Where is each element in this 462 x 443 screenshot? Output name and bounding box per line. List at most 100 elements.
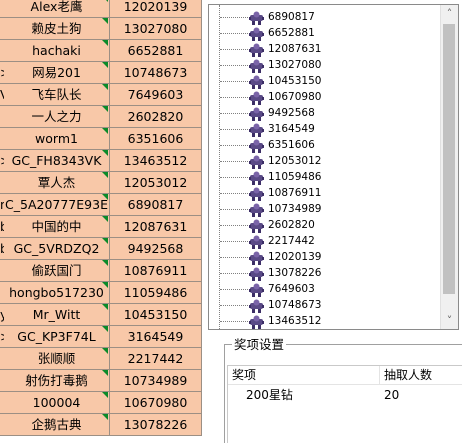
sheet-cell-name[interactable]: 一人之力	[4, 106, 110, 128]
sheet-cell-name[interactable]: hongbo517230	[4, 282, 110, 304]
user-icon	[249, 26, 264, 41]
sheet-cell-name[interactable]: C_5A20777E93E	[4, 194, 110, 216]
sheet-cell-name[interactable]: 100004	[4, 392, 110, 414]
user-icon	[249, 314, 264, 329]
sheet-cell-name[interactable]: hachaki	[4, 40, 110, 62]
comment-marker-icon	[102, 282, 108, 288]
comment-marker-icon	[102, 128, 108, 134]
sheet-cell-id[interactable]: 10876911	[110, 260, 202, 282]
tree-item[interactable]: 10453150	[209, 73, 441, 89]
sheet-row: Alex老鹰 12020139	[0, 0, 202, 18]
sheet-cell-id[interactable]: 12053012	[110, 172, 202, 194]
tree-item[interactable]: 13463512	[209, 313, 441, 329]
tree-item[interactable]: 12020139	[209, 249, 441, 265]
sheet-cell-id[interactable]: 3164549	[110, 326, 202, 348]
tree-item[interactable]: 9492568	[209, 105, 441, 121]
tree-item[interactable]: 7649603	[209, 281, 441, 297]
sheet-cell-id[interactable]: 11059486	[110, 282, 202, 304]
tree-item[interactable]: 10670980	[209, 89, 441, 105]
sheet-cell-name[interactable]: GC_KP3F74L	[4, 326, 110, 348]
sheet-cell-name[interactable]: 企鹅古典	[4, 414, 110, 436]
prize-listview[interactable]: 奖项 抽取人数 200星钻 20	[227, 365, 462, 443]
sheet-cell-id[interactable]: 13027080	[110, 18, 202, 40]
sheet-cell-id[interactable]: 2602820	[110, 106, 202, 128]
sheet-row: 100004 10670980	[0, 392, 202, 414]
tree-item-label: 13027080	[268, 59, 322, 71]
sheet-cell-name[interactable]: 网易201	[4, 62, 110, 84]
sheet-row: hongbo517230 11059486	[0, 282, 202, 304]
sheet-cell-name[interactable]: 中国的中	[4, 216, 110, 238]
tree-branch-line	[220, 113, 250, 114]
tree-item-label: 12020139	[268, 251, 322, 263]
sheet-row: 射伤打毒鹅 10734989	[0, 370, 202, 392]
tree-item[interactable]: 2602820	[209, 217, 441, 233]
sheet-cell-id[interactable]: 10748673	[110, 62, 202, 84]
tree-branch-line	[220, 209, 250, 210]
sheet-cell-id[interactable]: 6652881	[110, 40, 202, 62]
sheet-cell-name[interactable]: 飞车队长	[4, 84, 110, 106]
sheet-cell-id[interactable]: 10734989	[110, 370, 202, 392]
sheet-cell-id[interactable]: 12087631	[110, 216, 202, 238]
sheet-cell-id[interactable]: 6351606	[110, 128, 202, 150]
prize-row[interactable]: 200星钻 20	[228, 386, 462, 404]
sheet-cell-id[interactable]: 2217442	[110, 348, 202, 370]
tree-item[interactable]: 12087631	[209, 41, 441, 57]
comment-marker-icon	[102, 0, 108, 2]
comment-marker-icon	[102, 238, 108, 244]
sheet-cell-name[interactable]: worm1	[4, 128, 110, 150]
sheet-cell-id[interactable]: 6890817	[110, 194, 202, 216]
tree-item[interactable]: 11059486	[209, 169, 441, 185]
sheet-cell-id[interactable]: 7649603	[110, 84, 202, 106]
sheet-cell-name[interactable]: 偷跃国门	[4, 260, 110, 282]
tree-item[interactable]: 13027080	[209, 57, 441, 73]
user-icon	[249, 10, 264, 25]
tree-branch-line	[220, 81, 250, 82]
sheet-cell-name[interactable]: Alex老鹰	[4, 0, 110, 18]
sheet-cell-name[interactable]: GC_FH8343VK	[4, 150, 110, 172]
sheet-cell-id[interactable]: 13463512	[110, 150, 202, 172]
scroll-up-arrow-icon[interactable]: ˄	[446, 7, 453, 20]
sheet-cell-id[interactable]: 12020139	[110, 0, 202, 18]
sheet-row: 覃人杰 12053012	[0, 172, 202, 194]
comment-marker-icon	[102, 62, 108, 68]
user-icon	[249, 122, 264, 137]
sheet-cell-name[interactable]: Mr_Witt	[4, 304, 110, 326]
sheet-cell-name[interactable]: 张顺顺	[4, 348, 110, 370]
tree-item[interactable]: 10876911	[209, 185, 441, 201]
vertical-scrollbar[interactable]: ˄ ˅	[440, 5, 458, 329]
column-header-count[interactable]: 抽取人数	[380, 366, 462, 384]
sheet-cell-name[interactable]: 覃人杰	[4, 172, 110, 194]
scroll-down-arrow-icon[interactable]: ˅	[446, 314, 453, 327]
scrollbar-thumb[interactable]	[443, 24, 455, 294]
tree-item-label: 12053012	[268, 155, 322, 167]
tree-item-label: 7649603	[268, 283, 315, 295]
sheet-cell-name[interactable]: GC_5VRDZQ2	[4, 238, 110, 260]
tree-item[interactable]: 12053012	[209, 153, 441, 169]
comment-marker-icon	[102, 304, 108, 310]
tree-item[interactable]: 6890817	[209, 9, 441, 25]
comment-marker-icon	[102, 260, 108, 266]
tree-item-label: 10876911	[268, 187, 322, 199]
tree-item[interactable]: 13078226	[209, 265, 441, 281]
sheet-row: 企鹅古典 13078226	[0, 414, 202, 436]
sheet-cell-name[interactable]: 赖皮土狗	[4, 18, 110, 40]
sheet-cell-name[interactable]: 射伤打毒鹅	[4, 370, 110, 392]
column-header-prize[interactable]: 奖项	[228, 366, 380, 384]
comment-marker-icon	[102, 106, 108, 112]
tree-connector-line	[219, 5, 220, 329]
sheet-cell-id[interactable]: 10670980	[110, 392, 202, 414]
sheet-cell-id[interactable]: 9492568	[110, 238, 202, 260]
tree-item[interactable]: 3164549	[209, 121, 441, 137]
sheet-cell-id[interactable]: 13078226	[110, 414, 202, 436]
comment-marker-icon	[102, 326, 108, 332]
sheet-row: 赖皮土狗 13027080	[0, 18, 202, 40]
id-tree-list[interactable]: 6890817 6652881 12087631 13027080 10453150 10…	[208, 4, 459, 330]
tree-item[interactable]: 6652881	[209, 25, 441, 41]
comment-marker-icon	[102, 150, 108, 156]
tree-item[interactable]: 10748673	[209, 297, 441, 313]
sheet-cell-id[interactable]: 10453150	[110, 304, 202, 326]
tree-item[interactable]: 6351606	[209, 137, 441, 153]
tree-item[interactable]: 10734989	[209, 201, 441, 217]
tree-item[interactable]: 2217442	[209, 233, 441, 249]
